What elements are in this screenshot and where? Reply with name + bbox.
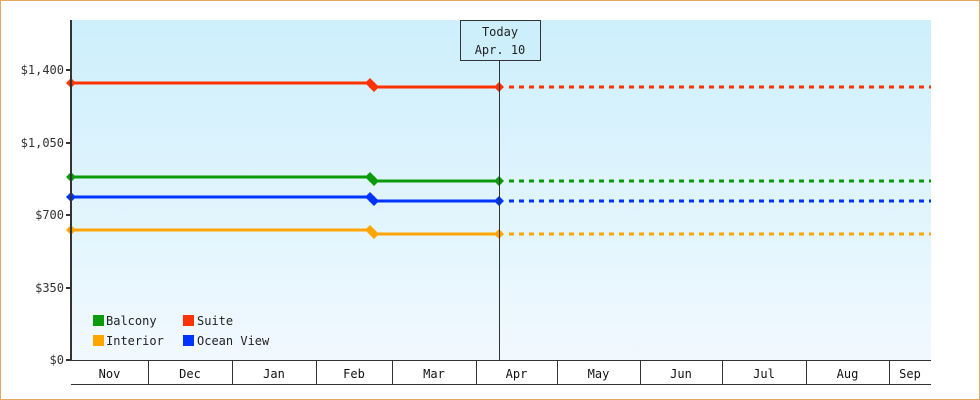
x-tick-label-nov: Nov bbox=[99, 367, 121, 381]
data-point bbox=[369, 196, 379, 206]
legend-swatch-suite bbox=[183, 315, 194, 326]
x-tick-label-aug: Aug bbox=[837, 367, 859, 381]
x-tick-label-sep: Sep bbox=[899, 367, 921, 381]
x-tick-label-mar: Mar bbox=[423, 367, 445, 381]
legend-item-interior[interactable]: Interior bbox=[93, 334, 164, 348]
x-tick-label-feb: Feb bbox=[343, 367, 365, 381]
legend: Balcony Suite Interior Ocean View bbox=[93, 314, 270, 348]
y-axis: $0 $350 $700 $1,050 $1,400 bbox=[21, 63, 71, 367]
y-tick-label: $1,050 bbox=[21, 136, 64, 150]
legend-swatch-balcony bbox=[93, 315, 104, 326]
legend-item-suite[interactable]: Suite bbox=[183, 314, 233, 328]
series-layer bbox=[66, 78, 931, 239]
data-point bbox=[369, 82, 379, 92]
legend-swatch-interior bbox=[93, 335, 104, 346]
legend-label-ocean-view: Ocean View bbox=[197, 334, 270, 348]
x-tick-label-may: May bbox=[588, 367, 610, 381]
legend-item-balcony[interactable]: Balcony bbox=[93, 314, 157, 328]
x-axis: Nov Dec Jan Feb Mar Apr May Jun Jul Aug Sep bbox=[71, 360, 931, 385]
legend-label-balcony: Balcony bbox=[106, 314, 157, 328]
legend-item-ocean-view[interactable]: Ocean View bbox=[183, 334, 270, 348]
today-marker: Today Apr. 10 bbox=[460, 20, 541, 360]
legend-label-interior: Interior bbox=[106, 334, 164, 348]
x-tick-label-dec: Dec bbox=[179, 367, 201, 381]
today-label-line1: Today bbox=[482, 25, 518, 39]
today-label-box bbox=[460, 20, 541, 61]
series-suite bbox=[66, 78, 931, 92]
y-tick-label: $1,400 bbox=[21, 63, 64, 77]
y-tick-label: $0 bbox=[50, 353, 64, 367]
series-balcony bbox=[66, 172, 931, 186]
data-point bbox=[369, 229, 379, 239]
plot-area bbox=[71, 20, 931, 360]
today-label-date: Apr. 10 bbox=[475, 43, 526, 57]
x-tick-label-jun: Jun bbox=[670, 367, 692, 381]
x-tick-label-jan: Jan bbox=[263, 367, 285, 381]
x-tick-label-apr: Apr bbox=[506, 367, 528, 381]
legend-label-suite: Suite bbox=[197, 314, 233, 328]
x-tick-label-jul: Jul bbox=[753, 367, 775, 381]
y-tick-label: $700 bbox=[35, 208, 64, 222]
data-point bbox=[369, 176, 379, 186]
legend-swatch-ocean-view bbox=[183, 335, 194, 346]
y-tick-label: $350 bbox=[35, 281, 64, 295]
